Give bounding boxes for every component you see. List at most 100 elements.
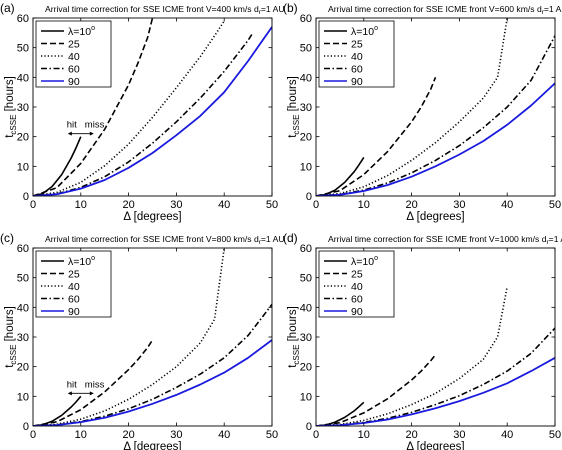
y-axis-label: tcSSE [hours] bbox=[287, 306, 301, 368]
x-tick-label: 40 bbox=[218, 429, 230, 441]
y-tick-label: 10 bbox=[17, 391, 29, 403]
hit-arrow-head bbox=[67, 131, 72, 136]
x-tick-label: 0 bbox=[313, 429, 319, 441]
legend-entry-label: 90 bbox=[68, 76, 80, 88]
panel-title-sub: r bbox=[259, 9, 262, 16]
y-tick-label: 60 bbox=[300, 243, 312, 255]
y-axis-label-unit: [hours] bbox=[287, 76, 299, 114]
x-tick-label: 0 bbox=[30, 199, 36, 211]
y-tick-label: 40 bbox=[300, 72, 312, 84]
legend-entry-label: 40 bbox=[68, 51, 80, 63]
x-tick-label: 50 bbox=[266, 199, 278, 211]
panel-title-main: Arrival time correction for SSE ICME fro… bbox=[328, 234, 547, 244]
legend-entry-label: 25 bbox=[68, 269, 80, 281]
panel-title-main: Arrival time correction for SSE ICME fro… bbox=[45, 234, 259, 244]
hit-miss-annotation: hit miss bbox=[67, 120, 105, 136]
x-tick-label: 30 bbox=[453, 429, 465, 441]
panel-b: 0 10 20 30 40 50 0 10 20 30 40 50 60 Δ [degrees] tcSSE… bbox=[283, 1, 562, 223]
legend-degree: o bbox=[91, 255, 95, 262]
y-tick-label: 60 bbox=[17, 243, 29, 255]
legend-entry: λ=10o bbox=[351, 25, 378, 38]
x-tick-label: 50 bbox=[549, 429, 561, 441]
panel-title-sub: r bbox=[259, 239, 262, 246]
y-tick-label: 0 bbox=[306, 421, 312, 433]
legend-box bbox=[318, 250, 395, 318]
x-tick-label: 10 bbox=[75, 199, 87, 211]
legend-entry-label: 25 bbox=[351, 269, 363, 281]
legend-entry: 40 bbox=[351, 281, 363, 293]
legend-degree: o bbox=[374, 25, 378, 32]
legend-entry: 60 bbox=[351, 294, 363, 306]
y-tick-label: 30 bbox=[300, 332, 312, 344]
y-tick-label: 0 bbox=[23, 191, 29, 203]
x-axis-label: Δ [degrees] bbox=[123, 211, 181, 223]
legend-entry: 40 bbox=[68, 281, 80, 293]
panel-d: 0 10 20 30 40 50 0 10 20 30 40 50 60 Δ [degrees] tcSSE… bbox=[283, 231, 562, 450]
y-tick-label: 20 bbox=[300, 132, 312, 144]
y-axis-label-main: t bbox=[4, 364, 16, 368]
legend-entry-label: λ=10 bbox=[68, 256, 91, 268]
x-tick-label: 20 bbox=[122, 429, 134, 441]
panel-title-end: =1 AU bbox=[544, 4, 562, 14]
panel-title: Arrival time correction for SSE ICME fro… bbox=[45, 234, 285, 246]
legend-entry-label: 25 bbox=[351, 39, 363, 51]
x-tick-label: 20 bbox=[122, 199, 134, 211]
legend-entry-label: 60 bbox=[351, 64, 363, 76]
x-tick-label: 10 bbox=[358, 429, 370, 441]
legend-entry-label: 90 bbox=[68, 306, 80, 318]
y-tick-label: 20 bbox=[17, 132, 29, 144]
hit-label: hit bbox=[67, 120, 77, 131]
legend-entry: 90 bbox=[68, 306, 80, 318]
series-line-10 bbox=[33, 136, 82, 196]
x-tick-label: 30 bbox=[170, 199, 182, 211]
series-line-90 bbox=[316, 82, 555, 196]
panel-title-main: Arrival time correction for SSE ICME fro… bbox=[328, 4, 542, 14]
y-tick-label: 50 bbox=[17, 273, 29, 285]
series-group bbox=[33, 18, 272, 196]
y-tick-label: 50 bbox=[300, 43, 312, 55]
legend-entry: λ=10o bbox=[351, 255, 378, 268]
panel-title-end: =1 AU bbox=[261, 234, 285, 244]
x-tick-label: 30 bbox=[453, 199, 465, 211]
series-line-90 bbox=[33, 339, 272, 426]
x-tick-label: 50 bbox=[266, 429, 278, 441]
x-tick-label: 10 bbox=[358, 199, 370, 211]
series-line-25 bbox=[316, 354, 437, 426]
y-tick-label: 50 bbox=[300, 273, 312, 285]
y-tick-label: 60 bbox=[17, 13, 29, 25]
y-tick-label: 10 bbox=[300, 391, 312, 403]
y-tick-label: 20 bbox=[17, 362, 29, 374]
legend-entry-label: 90 bbox=[351, 76, 363, 88]
series-group bbox=[316, 18, 555, 196]
legend-entry: 25 bbox=[68, 39, 80, 51]
x-tick-label: 10 bbox=[75, 429, 87, 441]
legend-entry-label: 40 bbox=[351, 281, 363, 293]
legend-entry-label: 60 bbox=[351, 294, 363, 306]
series-group bbox=[316, 286, 555, 426]
legend-entry-label: λ=10 bbox=[351, 26, 374, 38]
miss-arrow-head bbox=[89, 131, 94, 136]
x-tick-label: 20 bbox=[405, 429, 417, 441]
panel-title: Arrival time correction for SSE ICME fro… bbox=[328, 234, 562, 246]
legend-degree: o bbox=[91, 25, 95, 32]
panel-title: Arrival time correction for SSE ICME fro… bbox=[328, 4, 562, 16]
y-tick-label: 10 bbox=[17, 161, 29, 173]
y-tick-label: 20 bbox=[300, 362, 312, 374]
legend-degree: o bbox=[374, 255, 378, 262]
y-axis-label-unit: [hours] bbox=[287, 306, 299, 344]
panel-title-end: =1 AU bbox=[261, 4, 285, 14]
series-line-40 bbox=[33, 20, 225, 196]
x-tick-label: 0 bbox=[313, 199, 319, 211]
legend-entry-label: 60 bbox=[68, 294, 80, 306]
x-tick-label: 40 bbox=[501, 199, 513, 211]
y-tick-label: 30 bbox=[17, 332, 29, 344]
panel-title-end: =1 AU bbox=[549, 234, 562, 244]
x-tick-label: 30 bbox=[170, 429, 182, 441]
legend-entry: 90 bbox=[68, 76, 80, 88]
y-axis-label-sub: cSSE bbox=[292, 115, 301, 135]
y-tick-label: 40 bbox=[300, 302, 312, 314]
